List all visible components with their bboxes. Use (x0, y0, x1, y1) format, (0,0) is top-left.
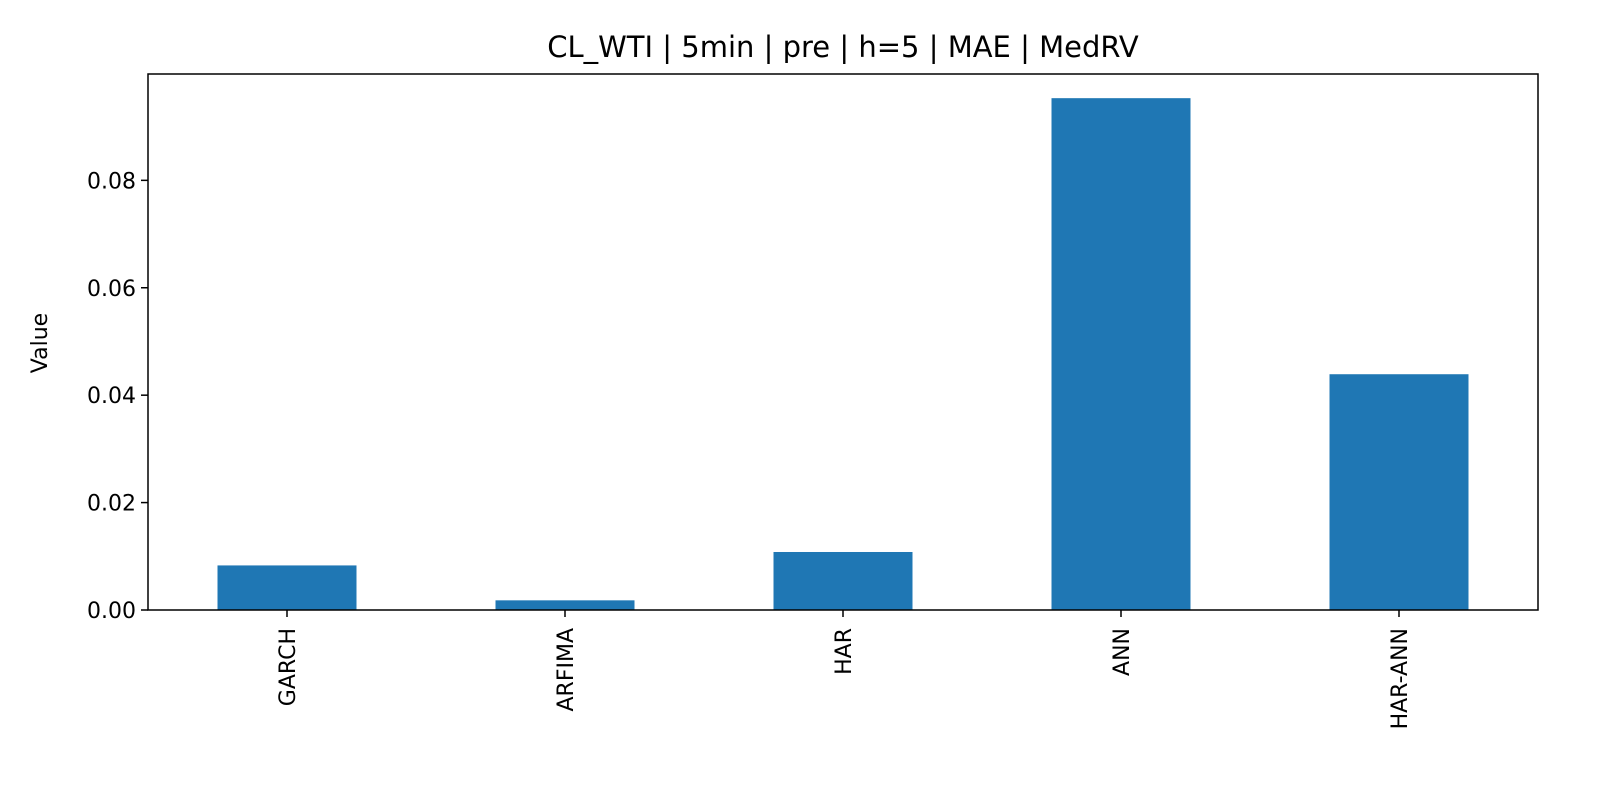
bar-garch (217, 565, 357, 610)
x-tick-label: HAR (832, 628, 857, 675)
plot-frame (147, 73, 1539, 611)
y-ticks-group: 0.00 0.02 0.04 0.06 0.08 (87, 169, 148, 624)
bar-ann (1051, 98, 1191, 610)
y-tick-label: 0.04 (87, 384, 136, 409)
chart-title: CL_WTI | 5min | pre | h=5 | MAE | MedRV (547, 30, 1139, 64)
y-tick-label: 0.08 (87, 169, 136, 194)
x-ticks-group: GARCH ARFIMA HAR ANN HAR-ANN (276, 610, 1413, 729)
y-tick-label: 0.02 (87, 492, 136, 517)
x-tick-label: ARFIMA (554, 628, 579, 712)
x-tick-label: GARCH (276, 628, 301, 706)
y-axis-label: Value (28, 313, 53, 373)
bar-arfima (495, 600, 635, 610)
y-tick-label: 0.06 (87, 277, 136, 302)
x-tick-label: HAR-ANN (1388, 628, 1413, 729)
y-tick-label: 0.00 (87, 599, 136, 624)
bars-group (217, 98, 1469, 610)
bar-har (773, 551, 913, 610)
bar-har-ann (1329, 374, 1469, 610)
x-tick-label: ANN (1110, 628, 1135, 676)
